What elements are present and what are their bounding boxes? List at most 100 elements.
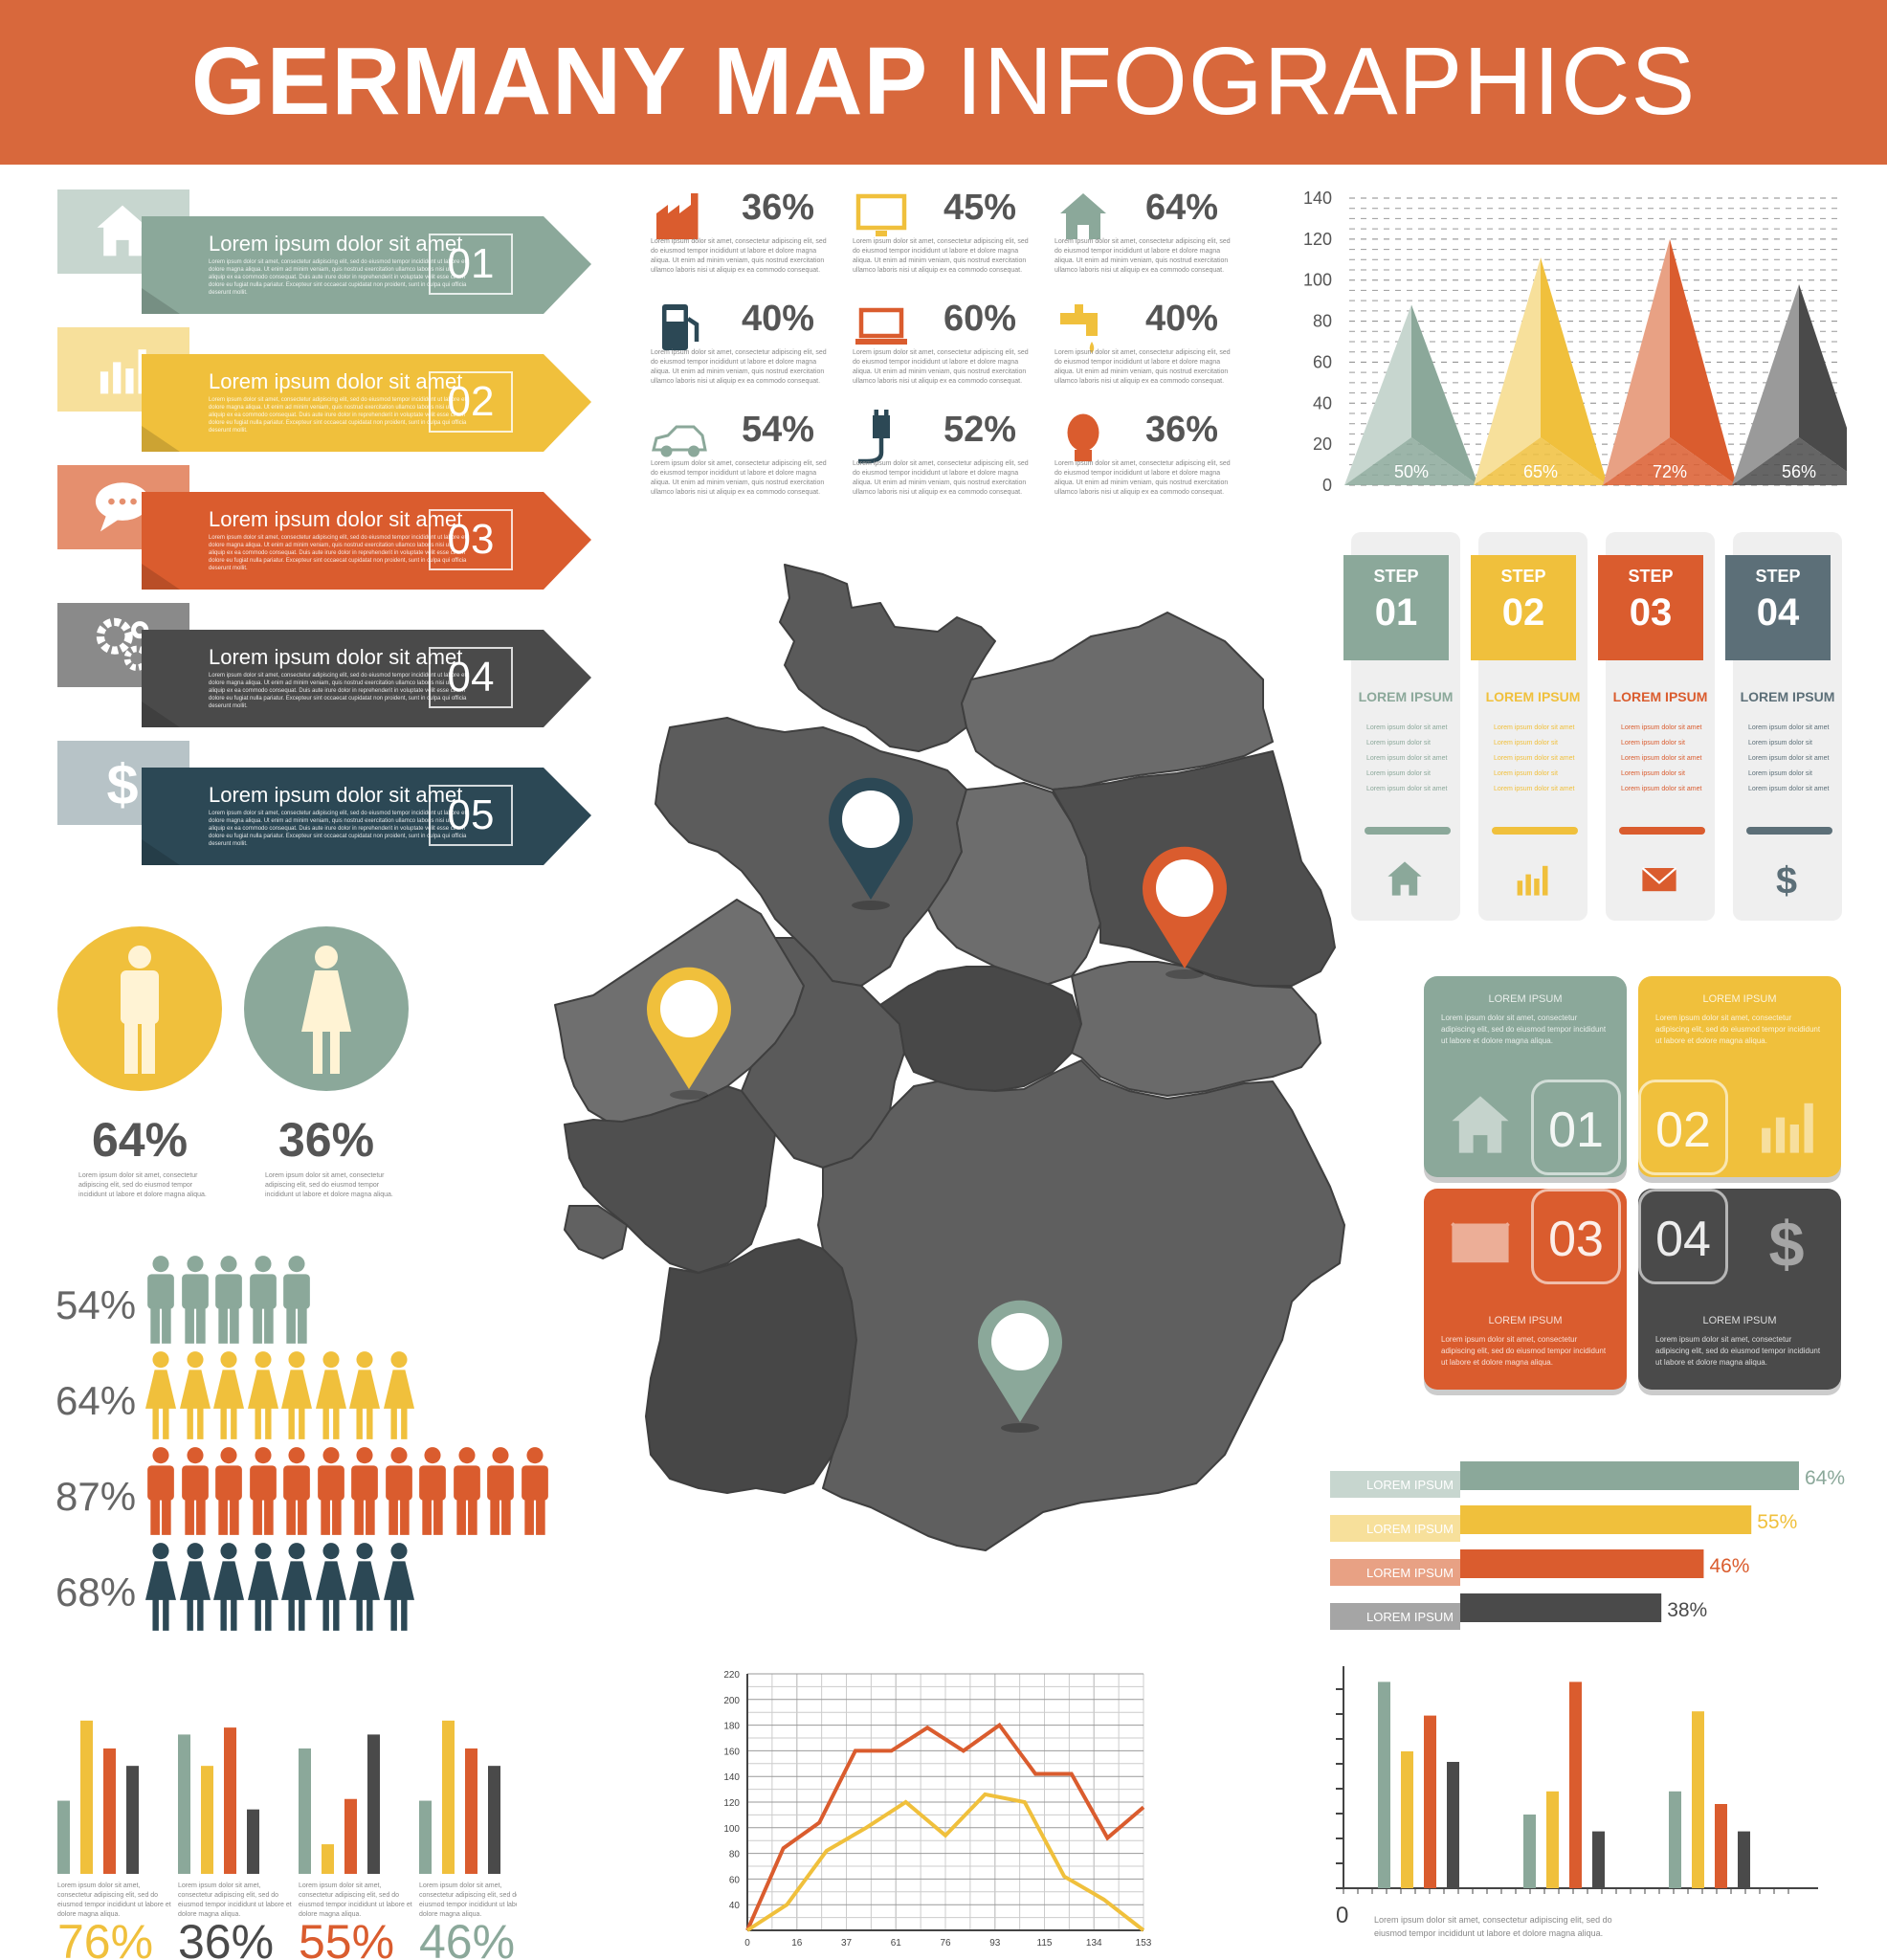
dollar-icon: $: [1765, 858, 1808, 904]
step-card[interactable]: STEP 01 LOREM IPSUM Lorem ipsum dolor sit a…: [1343, 532, 1460, 921]
region-baden-wuerttemberg: [645, 1238, 857, 1494]
step-number: 01: [1374, 591, 1418, 634]
region-schleswig-holstein: [779, 564, 996, 752]
chart-desc: Lorem ipsum dolor sit amet, consectetur …: [57, 1882, 171, 1918]
step-header: STEP 01: [1343, 555, 1449, 660]
list-item-number: 01: [429, 234, 513, 295]
list-item[interactable]: Lorem ipsum dolor sit amet Lorem ipsum do…: [57, 465, 591, 590]
x-tick-label: 76: [940, 1938, 951, 1949]
y-tick-label: 140: [1303, 189, 1332, 208]
y-tick-label: 120: [723, 1798, 740, 1809]
step-line: Lorem ipsum dolor sit amet: [1621, 786, 1702, 792]
stat-percent: 40%: [1145, 299, 1219, 339]
male-figure-icon: [316, 1447, 346, 1540]
tile-label: LOREM IPSUM: [1488, 1315, 1563, 1326]
stat-percent: 54%: [742, 410, 815, 450]
location-pin-icon[interactable]: [974, 1300, 1066, 1434]
list-item[interactable]: $ Lorem ipsum dolor sit amet Lorem ipsum d…: [57, 741, 591, 865]
tile-text: Lorem ipsum dolor sit amet, consectetur …: [1441, 1013, 1607, 1045]
monitor-icon: [853, 188, 910, 250]
step-word: STEP: [1500, 567, 1546, 586]
tile-card[interactable]: LOREM IPSUM Lorem ipsum dolor sit amet, c…: [1638, 1189, 1841, 1390]
list-item[interactable]: Lorem ipsum dolor sit amet Lorem ipsum do…: [57, 327, 591, 452]
stat-block: 60% Lorem ipsum dolor sit amet, consectet…: [853, 299, 1044, 394]
male-figure-icon: [520, 1447, 550, 1540]
bar: [1460, 1505, 1752, 1534]
step-card[interactable]: STEP 02 LOREM IPSUM Lorem ipsum dolor sit a…: [1471, 532, 1587, 921]
y-tick-label: 120: [1303, 230, 1332, 249]
female-circle: [244, 926, 409, 1091]
triangle-bar: [1411, 304, 1478, 485]
list-item-title: Lorem ipsum dolor sit amet: [209, 645, 463, 669]
female-percent: 36%: [278, 1113, 375, 1167]
triangle-bar: [1732, 284, 1799, 485]
stat-desc: Lorem ipsum dolor sit amet, consectetur …: [651, 349, 827, 385]
list-item[interactable]: Lorem ipsum dolor sit amet Lorem ipsum do…: [57, 603, 591, 727]
list-item-number: 03: [429, 509, 513, 570]
tile-number: 04: [1638, 1189, 1728, 1284]
laptop-icon: [853, 299, 910, 361]
male-figure-icon: [145, 1256, 176, 1348]
y-tick-label: 40: [729, 1901, 741, 1911]
tile-text: Lorem ipsum dolor sit amet, consectetur …: [1655, 1335, 1821, 1367]
tile-card[interactable]: LOREM IPSUM Lorem ipsum dolor sit amet, c…: [1424, 976, 1627, 1177]
female-figure-icon: [315, 1543, 346, 1636]
step-word: STEP: [1755, 567, 1801, 586]
list-item-desc: Lorem ipsum dolor sit amet, consectetur …: [209, 259, 467, 296]
tile-text: Lorem ipsum dolor sit amet, consectetur …: [1441, 1335, 1607, 1367]
male-desc: Lorem ipsum dolor sit amet, consectetur …: [78, 1172, 207, 1198]
step-divider: [1746, 827, 1832, 835]
list-item[interactable]: Lorem ipsum dolor sit amet Lorem ipsum do…: [57, 189, 591, 314]
stat-block: 40% Lorem ipsum dolor sit amet, consectet…: [651, 299, 842, 394]
germany-map: [554, 564, 1345, 1551]
dollar-icon: $: [1751, 1206, 1822, 1281]
location-pin-icon[interactable]: [1139, 846, 1231, 980]
data-label: 38%: [1667, 1599, 1707, 1621]
male-figure-icon: [145, 1447, 176, 1540]
step-line: Lorem ipsum dolor sit amet: [1748, 724, 1830, 731]
data-label: 76%: [57, 1915, 153, 1960]
bar-label-box: [1330, 1515, 1460, 1542]
stat-percent: 36%: [1145, 410, 1219, 450]
step-card[interactable]: STEP 03 LOREM IPSUM Lorem ipsum dolor sit a…: [1598, 532, 1715, 921]
female-figure-icon: [281, 1351, 312, 1444]
tile-card[interactable]: LOREM IPSUM Lorem ipsum dolor sit amet, c…: [1424, 1189, 1627, 1390]
list-item-band: [142, 216, 601, 314]
step-line: Lorem ipsum dolor sit amet: [1748, 786, 1830, 792]
bar: [367, 1734, 380, 1874]
y-tick-label: 160: [723, 1747, 740, 1757]
list-item-title: Lorem ipsum dolor sit amet: [209, 232, 463, 256]
bar: [1523, 1815, 1536, 1888]
title-light: INFOGRAPHICS: [955, 28, 1697, 135]
step-line: Lorem ipsum dolor sit amet: [1621, 724, 1702, 731]
triangle-chart: 0 20 40 60 80 100 120 140 50% 65% 72% 56%: [1303, 189, 1847, 495]
tile-number: 02: [1638, 1080, 1728, 1175]
bar: [419, 1800, 432, 1874]
male-figure-icon: [281, 1256, 312, 1348]
tile-card[interactable]: LOREM IPSUM Lorem ipsum dolor sit amet, c…: [1638, 976, 1841, 1177]
bar: [1424, 1715, 1436, 1888]
step-card[interactable]: STEP 04 LOREM IPSUM Lorem ipsum dolor sit a…: [1725, 532, 1842, 921]
stat-desc: Lorem ipsum dolor sit amet, consectetur …: [853, 460, 1029, 496]
y-tick-label: 80: [729, 1850, 741, 1860]
female-icon: [298, 946, 355, 1079]
location-pin-icon[interactable]: [825, 777, 917, 911]
step-line: Lorem ipsum dolor sit: [1621, 740, 1685, 746]
bar: [344, 1798, 357, 1874]
stat-percent: 52%: [944, 410, 1017, 450]
location-pin-icon[interactable]: [643, 967, 735, 1101]
data-label: 46%: [419, 1915, 515, 1960]
bar: [178, 1734, 190, 1874]
people-row-percent: 54%: [56, 1282, 137, 1327]
step-line: Lorem ipsum dolor sit amet: [1748, 755, 1830, 762]
female-figure-icon: [145, 1351, 176, 1444]
step-line: Lorem ipsum dolor sit: [1494, 740, 1558, 746]
page-title: GERMANY MAP INFOGRAPHICS: [0, 27, 1887, 137]
step-divider: [1619, 827, 1705, 835]
series-line: [745, 1722, 1145, 1931]
bar: [1669, 1791, 1681, 1888]
tile-label: LOREM IPSUM: [1702, 993, 1777, 1005]
envelope-icon: [1638, 858, 1680, 904]
step-line: Lorem ipsum dolor sit amet: [1494, 786, 1575, 792]
bar: [299, 1748, 311, 1874]
